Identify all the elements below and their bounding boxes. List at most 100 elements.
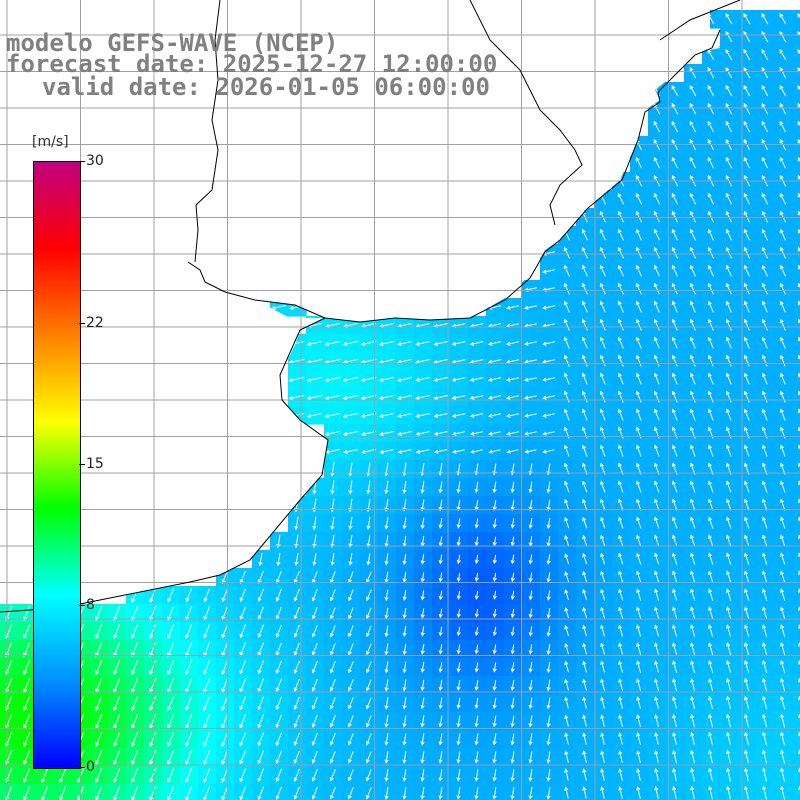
wind-arrow — [797, 12, 800, 19]
wind-arrow — [672, 696, 678, 710]
wind-arrow — [672, 678, 678, 692]
wind-arrow — [725, 264, 732, 277]
wind-arrow — [257, 750, 265, 765]
wind-arrow — [306, 412, 323, 419]
wind-arrow — [451, 395, 466, 400]
wind-arrow — [690, 660, 696, 674]
wind-arrow — [542, 377, 555, 382]
wind-speed-cell — [792, 604, 800, 623]
wind-arrow — [487, 413, 502, 418]
wind-arrow — [744, 480, 750, 493]
wind-arrow — [779, 66, 787, 79]
wind-arrow — [707, 228, 714, 241]
wind-arrow — [690, 642, 696, 655]
wind-arrow — [528, 481, 533, 494]
wind-arrow — [600, 678, 605, 691]
wind-speed-cell — [792, 28, 800, 47]
wind-arrow — [185, 606, 193, 621]
wind-arrow — [689, 84, 697, 97]
wind-arrow — [618, 606, 624, 619]
wind-arrow — [690, 534, 696, 547]
wind-arrow — [131, 731, 139, 747]
wind-speed-cell — [792, 190, 800, 209]
wind-arrow — [654, 444, 660, 457]
wind-arrow — [456, 715, 461, 728]
wind-arrow — [744, 588, 750, 601]
wind-arrow — [293, 732, 300, 747]
wind-arrow — [451, 377, 466, 382]
wind-speed-cell — [792, 154, 800, 173]
wind-arrow — [581, 354, 588, 367]
wind-arrow — [528, 554, 533, 565]
wind-arrow — [438, 590, 443, 601]
wind-arrow — [275, 714, 282, 729]
wind-arrow — [726, 534, 732, 547]
wind-arrow — [780, 516, 786, 529]
wind-arrow — [671, 102, 679, 115]
wind-arrow — [690, 767, 695, 782]
wind-arrow — [600, 714, 605, 727]
wind-arrow — [744, 642, 750, 656]
wind-arrow — [689, 120, 697, 133]
wind-arrow — [474, 573, 479, 582]
wind-arrow — [420, 590, 425, 601]
wind-speed-cell — [774, 784, 793, 800]
wind-arrow — [564, 714, 569, 727]
wind-arrow — [708, 516, 714, 529]
wind-arrow — [725, 318, 732, 331]
wind-arrow — [384, 517, 389, 530]
wind-speed-cell — [594, 784, 613, 800]
wind-arrow — [492, 481, 497, 494]
wind-arrow — [672, 660, 678, 673]
wind-arrow — [726, 749, 732, 764]
wind-speed-cell — [792, 766, 800, 785]
wind-arrow — [582, 768, 587, 781]
wind-arrow — [635, 372, 642, 385]
wind-arrow — [420, 644, 425, 655]
wind-arrow — [654, 480, 660, 493]
wind-arrow — [239, 588, 246, 603]
wind-arrow — [564, 589, 569, 601]
coastline — [0, 0, 741, 613]
wind-arrow — [384, 733, 389, 746]
wind-arrow — [797, 228, 800, 235]
wind-arrow — [329, 643, 336, 656]
wind-arrow — [420, 554, 425, 565]
wind-arrow — [469, 395, 484, 400]
wind-arrow — [510, 626, 515, 637]
wind-arrow — [672, 785, 677, 800]
wind-arrow — [397, 431, 412, 436]
wind-arrow — [366, 625, 372, 638]
wind-arrow — [672, 498, 678, 511]
wind-arrow — [725, 300, 732, 313]
wind-arrow — [288, 394, 305, 401]
wind-arrow — [618, 660, 624, 673]
wind-arrow — [672, 732, 677, 746]
wind-arrow — [689, 102, 697, 115]
wind-arrow — [708, 498, 714, 511]
wind-arrow — [690, 588, 696, 601]
wind-arrow — [581, 390, 588, 403]
wind-arrow — [707, 102, 715, 115]
wind-arrow — [654, 785, 659, 800]
wind-arrow — [384, 679, 389, 692]
wind-arrow — [654, 516, 660, 529]
wind-arrow — [469, 377, 484, 382]
wind-arrow — [474, 481, 479, 494]
colorbar-tick-label: 30 — [86, 153, 104, 169]
wind-arrow — [653, 264, 660, 277]
wind-arrow — [600, 768, 605, 781]
wind-arrow — [617, 336, 624, 349]
wind-arrow — [599, 336, 606, 349]
wind-arrow — [762, 498, 768, 511]
wind-arrow — [743, 318, 750, 331]
wind-arrow — [438, 644, 443, 655]
wind-speed-cell — [792, 496, 800, 515]
wind-arrow — [546, 697, 551, 710]
wind-arrow — [311, 589, 318, 602]
wind-arrow — [288, 376, 305, 383]
wind-arrow — [690, 552, 696, 565]
wind-arrow — [617, 408, 624, 421]
wind-arrow — [707, 192, 715, 205]
wind-arrow — [528, 679, 533, 692]
